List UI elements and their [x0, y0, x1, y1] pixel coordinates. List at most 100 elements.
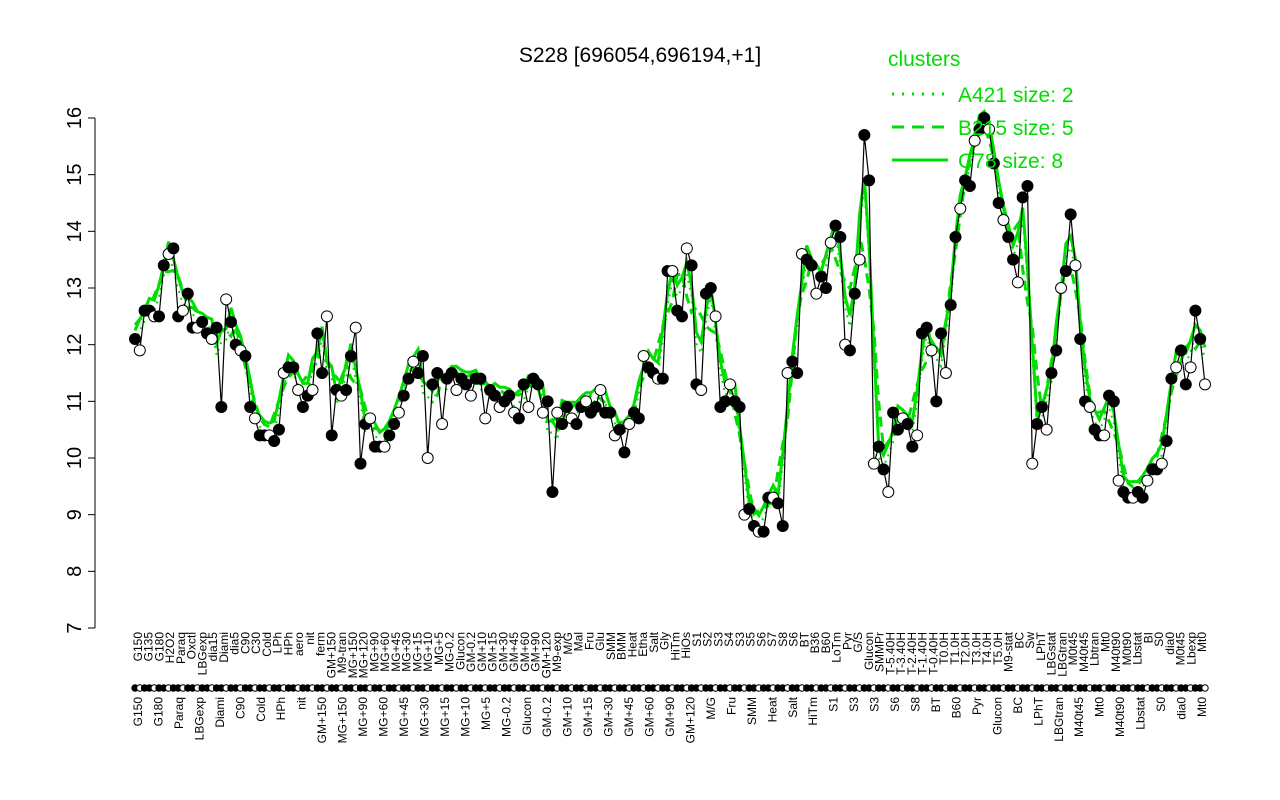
data-point	[503, 389, 516, 402]
x-tick-label-top: MG+10	[421, 632, 435, 672]
x-tick-label-top: S2	[701, 632, 715, 647]
x-tick-label-top: T-2.40H	[905, 632, 919, 675]
x-tick-label-top: GM+60	[518, 632, 532, 672]
data-point	[594, 384, 607, 396]
data-point	[1040, 423, 1053, 436]
x-tick-label-bottom: B60	[950, 697, 964, 719]
y-tick-label: 10	[64, 447, 86, 469]
data-point	[546, 486, 559, 498]
x-tick-label-top: M0t90	[1120, 632, 1134, 666]
data-point	[1050, 344, 1063, 357]
x-tick-label-bottom: SMM	[745, 697, 759, 725]
x-tick-label-top: M40t90	[1109, 632, 1123, 672]
data-point	[431, 367, 444, 379]
data-point	[1107, 395, 1120, 408]
data-point	[556, 418, 569, 430]
x-tick-label-top: B60	[819, 632, 833, 654]
data-point	[704, 282, 717, 294]
x-tick-label-top: SMM	[604, 632, 618, 660]
x-tick-label-bottom: Pyr	[970, 697, 984, 715]
data-point	[848, 287, 861, 300]
data-point	[1035, 401, 1048, 413]
data-point	[426, 378, 439, 391]
data-point	[268, 435, 281, 447]
x-tick-label-top: GM+10	[475, 632, 489, 672]
x-tick-label-bottom: M40t90	[1113, 697, 1127, 737]
cluster-line-solid	[133, 109, 1207, 519]
x-tick-label-top: T2.0H	[959, 632, 973, 665]
data-point	[215, 401, 228, 413]
data-point	[325, 429, 338, 442]
x-tick-label-top: M0t45	[1174, 632, 1188, 666]
data-point	[824, 236, 837, 249]
x-tick-label-bottom: GM+90	[663, 697, 677, 737]
data-point	[512, 412, 525, 425]
data-point	[997, 214, 1010, 226]
x-tick-label-top: T-5.40H	[883, 632, 897, 675]
x-tick-label-top: BC	[1012, 632, 1026, 649]
data-point	[1194, 333, 1207, 345]
x-tick-label-bottom: BC	[1011, 697, 1025, 714]
x-tick-label-top: S8	[776, 632, 790, 647]
data-point	[210, 321, 223, 334]
x-tick-label-top: G/S	[851, 632, 865, 653]
x-tick-label-top: GM+150	[325, 632, 339, 679]
x-tick-label-top: GM+45	[507, 632, 521, 672]
x-tick-label-top: MG+60	[378, 632, 392, 672]
data-point	[604, 406, 617, 419]
x-tick-label-top: MG+5	[432, 632, 446, 665]
data-point	[656, 372, 669, 385]
x-tick-label-bottom: Mt0	[1195, 697, 1209, 717]
data-point	[1141, 474, 1154, 487]
x-tick-label-top: Mal	[572, 632, 586, 651]
x-tick-label-top: S7	[765, 632, 779, 647]
x-tick-label-bottom: Salt	[786, 696, 800, 717]
chart-title: S228 [696054,696194,+1]	[518, 44, 762, 67]
data-point	[445, 367, 458, 379]
x-tick-label-top: T-3.40H	[894, 632, 908, 675]
data-point	[723, 378, 736, 391]
x-tick-label-bottom: S0	[1154, 697, 1168, 712]
data-point	[771, 497, 784, 510]
data-point	[532, 378, 545, 391]
x-tick-label-top: Diami	[217, 632, 231, 663]
data-point	[987, 157, 1000, 170]
series-line	[134, 116, 1206, 533]
data-point	[1074, 333, 1087, 345]
data-point	[733, 401, 746, 413]
data-point	[1189, 304, 1202, 317]
data-point	[925, 344, 938, 357]
data-point	[949, 231, 962, 243]
data-point	[805, 259, 818, 272]
data-point	[196, 316, 209, 328]
data-point	[858, 129, 871, 141]
x-tick-label-bottom: GM+10	[561, 697, 575, 737]
data-point	[680, 242, 693, 255]
data-point	[224, 316, 237, 328]
data-point	[675, 310, 688, 323]
data-point	[1059, 265, 1072, 277]
x-tick-label-top: T3.0H	[969, 632, 983, 665]
data-point	[877, 463, 890, 476]
data-point	[695, 384, 708, 396]
x-tick-label-bottom: BT	[929, 696, 943, 712]
x-tick-label-bottom: S6	[888, 697, 902, 712]
data-point	[867, 457, 880, 470]
x-tick-label-top: Glu	[593, 632, 607, 651]
x-tick-label-bottom: Diami	[213, 697, 227, 728]
x-tick-label-top: Cold	[260, 632, 274, 657]
data-point	[853, 253, 866, 266]
x-tick-label-top: Lbstat	[1131, 631, 1145, 664]
x-tick-label-bottom: M/G	[704, 697, 718, 720]
data-point	[383, 429, 396, 442]
data-point	[296, 401, 309, 413]
x-tick-label-top: LPh	[271, 632, 285, 653]
x-tick-label-top: H2O2	[163, 632, 177, 664]
x-tick-label-top: M9-exp	[550, 632, 564, 672]
data-point	[436, 418, 449, 430]
x-tick-label-top: MG-0.2	[443, 632, 457, 672]
x-tick-label-top: GM+15	[486, 632, 500, 672]
data-point	[1002, 231, 1015, 243]
x-tick-label-bottom: Paraq	[172, 697, 186, 729]
x-tick-label-top: Lbexp	[1184, 632, 1198, 665]
